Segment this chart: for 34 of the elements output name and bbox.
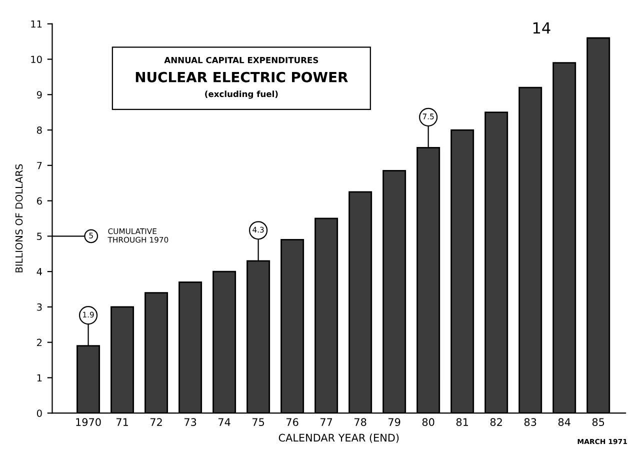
x-tick-label: 84 — [558, 418, 570, 426]
x-tick-label: 81 — [456, 418, 468, 426]
x-axis-title: CALENDAR YEAR (END) — [278, 434, 399, 443]
y-tick-label: 5 — [37, 232, 42, 240]
y-tick-label: 0 — [36, 410, 42, 417]
x-tick-label: 79 — [388, 418, 400, 426]
x-tick-label: 72 — [150, 418, 162, 426]
y-tick-label: 8 — [36, 126, 42, 134]
y-tick-label: 2 — [37, 338, 42, 346]
y-tick-label: 3 — [37, 303, 42, 311]
x-tick-label: 82 — [490, 418, 502, 426]
x-tick-label: 83 — [524, 418, 536, 426]
x-tick-label: 73 — [184, 418, 196, 426]
y-tick-label: 11 — [31, 20, 42, 28]
y-tick-label: 1 — [37, 374, 42, 382]
text: NUCLEAR ELECTRIC POWER — [136, 72, 348, 82]
y-tick-label: 10 — [31, 56, 42, 64]
x-tick-label: 1970 — [76, 418, 101, 426]
x-tick-label: 85 — [592, 418, 604, 426]
y-tick-label: 9 — [36, 91, 42, 98]
y-tick-label: 4 — [36, 268, 42, 276]
x-tick-label: 80 — [422, 418, 434, 426]
annotation: 14 — [533, 22, 550, 34]
x-tick-label: 76 — [286, 418, 298, 426]
y-tick-label: 6 — [37, 197, 42, 205]
x-tick-label: 74 — [218, 418, 230, 426]
y-axis-title: BILLIONS OF DOLLARS — [15, 164, 23, 272]
text: (excluding fuel) — [205, 90, 278, 99]
x-tick-label: 75 — [252, 418, 264, 426]
x-tick-label: 71 — [116, 418, 128, 426]
x-tick-label: 77 — [320, 418, 332, 426]
x-tick-label: 78 — [354, 418, 366, 426]
annotation: ANNUAL CAPITAL EXPENDITURES — [164, 56, 318, 64]
y-tick-label: 7 — [37, 162, 42, 170]
